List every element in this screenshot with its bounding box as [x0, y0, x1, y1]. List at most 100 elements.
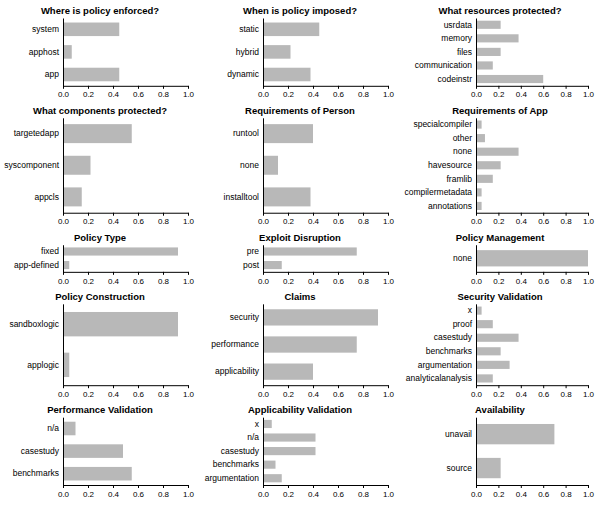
- bar: [476, 48, 501, 56]
- tick: static: [239, 24, 260, 34]
- tick-label: installtool: [224, 192, 260, 202]
- axis-line: [63, 118, 64, 213]
- tick-label: casestudy: [221, 446, 260, 456]
- y-axis: systemapphostapp: [29, 19, 64, 87]
- tick-label: system: [32, 24, 59, 34]
- tick-mark: [498, 272, 499, 275]
- tick-label: source: [446, 463, 472, 473]
- tick: 0.4: [108, 385, 120, 399]
- tick-mark: [388, 86, 389, 89]
- title: Requirements of Person: [245, 105, 355, 116]
- tick: havesource: [428, 160, 472, 170]
- tick-mark: [543, 385, 544, 388]
- bar: [476, 148, 519, 156]
- tick-mark: [188, 272, 189, 275]
- bar: [263, 420, 272, 428]
- title: Where is policy enforced?: [41, 5, 159, 16]
- tick: 1.0: [183, 385, 195, 399]
- panel: 0.00.20.40.60.81.0targetedappsyscomponen…: [4, 118, 194, 226]
- bar: [263, 247, 357, 255]
- title: Applicability Validation: [248, 404, 352, 415]
- tick-label: 0.8: [561, 217, 573, 226]
- bar: [63, 467, 132, 481]
- tick-label: 0.2: [83, 90, 95, 99]
- tick-label: 0.4: [516, 90, 528, 99]
- tick-mark: [543, 485, 544, 488]
- bars: [263, 124, 313, 206]
- tick: source: [446, 463, 472, 473]
- tick: 0.2: [493, 86, 505, 100]
- tick: fixed: [41, 246, 59, 256]
- bar: [263, 68, 311, 82]
- tick: 0.2: [493, 485, 505, 499]
- tick-label: 0.0: [58, 277, 70, 286]
- tick-mark: [113, 213, 114, 216]
- tick: 1.0: [383, 213, 395, 227]
- tick-mark: [566, 213, 567, 216]
- tick-label: 0.2: [83, 390, 95, 399]
- tick: other: [453, 133, 473, 143]
- bars: [263, 23, 319, 82]
- tick: 1.0: [183, 86, 195, 100]
- tick: applicability: [215, 366, 260, 376]
- panel: 0.00.20.40.60.81.0none: [453, 245, 595, 285]
- tick-label: 1.0: [583, 90, 595, 99]
- bar: [476, 175, 493, 183]
- tick-mark: [498, 86, 499, 89]
- tick: 0.0: [58, 86, 70, 100]
- tick-label: 0.2: [493, 217, 505, 226]
- tick-label: 0.0: [258, 490, 270, 499]
- tick: 0.6: [538, 213, 550, 227]
- tick-mark: [338, 385, 339, 388]
- tick: system: [32, 24, 59, 34]
- tick: 0.4: [108, 86, 120, 100]
- tick-mark: [338, 86, 339, 89]
- tick-label: 0.2: [83, 490, 95, 499]
- tick: memory: [441, 33, 472, 43]
- tick: 0.8: [561, 272, 573, 286]
- tick: files: [457, 47, 472, 57]
- tick: 0.0: [471, 213, 483, 227]
- tick-label: runtool: [233, 128, 259, 138]
- tick: compilermetadata: [404, 187, 472, 197]
- tick: 0.4: [516, 86, 528, 100]
- tick-label: 0.0: [58, 90, 70, 99]
- tick: 1.0: [383, 272, 395, 286]
- tick-label: 0.2: [493, 490, 505, 499]
- tick: benchmarks: [426, 346, 472, 356]
- bars: [476, 424, 554, 478]
- x-axis: 0.00.20.40.60.81.0: [58, 213, 195, 227]
- tick-label: 0.6: [133, 390, 145, 399]
- tick-label: 0.8: [561, 490, 573, 499]
- tick-mark: [138, 485, 139, 488]
- tick-mark: [88, 213, 89, 216]
- tick: targetedapp: [14, 128, 60, 138]
- tick-mark: [163, 272, 164, 275]
- tick: hybrid: [236, 47, 259, 57]
- tick: sandboxlogic: [9, 319, 59, 329]
- axis-line: [477, 213, 589, 214]
- x-axis: 0.00.20.40.60.81.0: [258, 272, 395, 286]
- tick-mark: [543, 213, 544, 216]
- tick: none: [240, 160, 259, 170]
- title: Claims: [284, 291, 315, 302]
- panel: 0.00.20.40.60.81.0xproofcasestudybenchma…: [406, 304, 595, 399]
- tick-label: 0.2: [283, 390, 295, 399]
- bars: [476, 21, 543, 83]
- tick-label: none: [453, 253, 472, 263]
- tick-label: 0.6: [133, 277, 145, 286]
- tick: 0.8: [358, 86, 370, 100]
- tick-label: 0.4: [308, 217, 320, 226]
- tick: 0.0: [258, 272, 270, 286]
- tick: 0.2: [283, 485, 295, 499]
- tick-mark: [588, 86, 589, 89]
- tick-label: none: [453, 146, 472, 156]
- tick-label: havesource: [428, 160, 472, 170]
- tick: 1.0: [383, 385, 395, 399]
- tick-mark: [113, 485, 114, 488]
- tick: 0.4: [516, 213, 528, 227]
- tick-label: 1.0: [583, 490, 595, 499]
- tick-label: argumentation: [418, 360, 473, 370]
- tick-label: 0.4: [308, 490, 320, 499]
- tick-label: files: [457, 47, 472, 57]
